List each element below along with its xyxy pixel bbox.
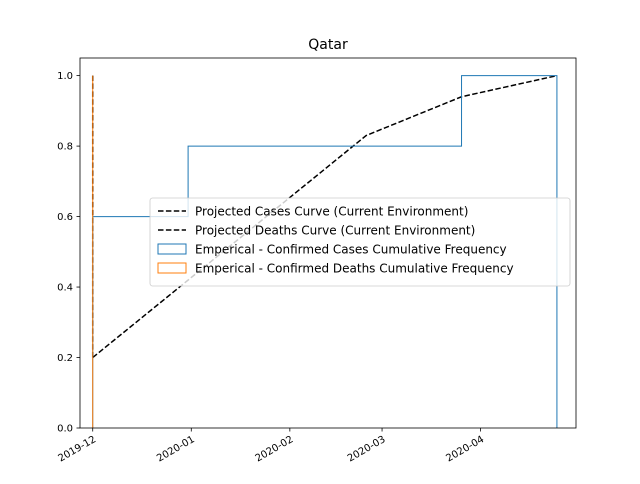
series-step-2 <box>92 75 558 428</box>
y-tick-label-4: 0.8 <box>57 142 73 153</box>
axes-frame <box>79 57 577 429</box>
y-tick-label-3: 0.6 <box>57 212 73 223</box>
legend: Projected Cases Curve (Current Environme… <box>149 197 571 287</box>
y-tick-label-5: 1.0 <box>57 71 73 82</box>
legend-label-1: Projected Deaths Curve (Current Environm… <box>195 224 475 238</box>
legend-swatch-2 <box>157 243 187 255</box>
chart-title: Qatar <box>308 37 348 53</box>
legend-label-0: Projected Cases Curve (Current Environme… <box>195 205 468 219</box>
y-tick-label-0: 0.0 <box>57 424 73 435</box>
y-tick-label-2: 0.4 <box>57 283 73 294</box>
legend-swatch-3 <box>157 262 187 274</box>
legend-label-3: Emperical - Confirmed Deaths Cumulative … <box>195 262 514 276</box>
legend-label-2: Emperical - Confirmed Cases Cumulative F… <box>195 243 507 257</box>
legend-box <box>149 197 571 287</box>
y-tick-label-1: 0.2 <box>57 353 73 364</box>
